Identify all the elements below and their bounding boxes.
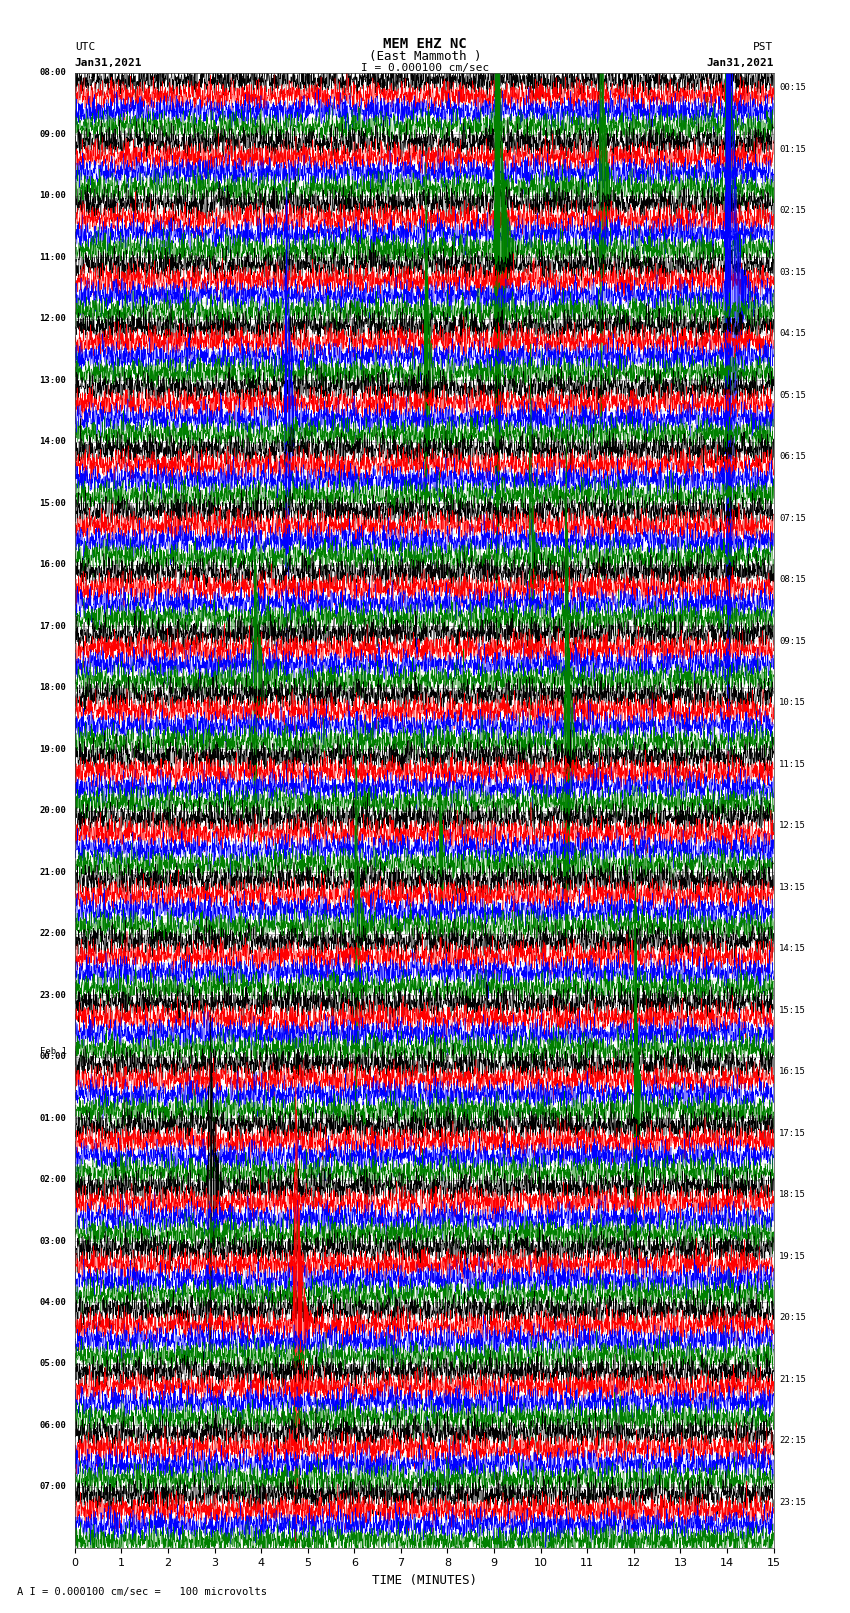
Text: 02:00: 02:00: [40, 1174, 66, 1184]
Text: 07:15: 07:15: [779, 515, 806, 523]
Text: 08:00: 08:00: [40, 68, 66, 77]
Text: 16:15: 16:15: [779, 1068, 806, 1076]
Text: 19:15: 19:15: [779, 1252, 806, 1261]
Text: 22:15: 22:15: [779, 1436, 806, 1445]
Text: 11:00: 11:00: [40, 253, 66, 261]
Text: Jan31,2021: Jan31,2021: [75, 58, 142, 68]
Text: 15:15: 15:15: [779, 1007, 806, 1015]
Text: 07:00: 07:00: [40, 1482, 66, 1492]
Text: 22:00: 22:00: [40, 929, 66, 939]
Text: 20:00: 20:00: [40, 806, 66, 815]
Text: 05:00: 05:00: [40, 1360, 66, 1368]
Text: 04:15: 04:15: [779, 329, 806, 339]
Text: 17:00: 17:00: [40, 621, 66, 631]
Text: 11:15: 11:15: [779, 760, 806, 769]
Text: 05:15: 05:15: [779, 390, 806, 400]
X-axis label: TIME (MINUTES): TIME (MINUTES): [371, 1574, 477, 1587]
Text: 23:00: 23:00: [40, 990, 66, 1000]
Text: 00:00: 00:00: [40, 1052, 66, 1061]
Text: 14:15: 14:15: [779, 944, 806, 953]
Text: 03:00: 03:00: [40, 1237, 66, 1245]
Text: 20:15: 20:15: [779, 1313, 806, 1323]
Text: 09:00: 09:00: [40, 129, 66, 139]
Text: (East Mammoth ): (East Mammoth ): [369, 50, 481, 63]
Text: 15:00: 15:00: [40, 498, 66, 508]
Text: 17:15: 17:15: [779, 1129, 806, 1137]
Text: PST: PST: [753, 42, 774, 52]
Text: 21:15: 21:15: [779, 1374, 806, 1384]
Text: UTC: UTC: [75, 42, 95, 52]
Text: 12:15: 12:15: [779, 821, 806, 831]
Text: A I = 0.000100 cm/sec =   100 microvolts: A I = 0.000100 cm/sec = 100 microvolts: [17, 1587, 267, 1597]
Text: 21:00: 21:00: [40, 868, 66, 876]
Text: Feb 1: Feb 1: [40, 1047, 66, 1057]
Text: 14:00: 14:00: [40, 437, 66, 447]
Text: 12:00: 12:00: [40, 315, 66, 323]
Text: 01:00: 01:00: [40, 1113, 66, 1123]
Text: I = 0.000100 cm/sec: I = 0.000100 cm/sec: [361, 63, 489, 73]
Text: 02:15: 02:15: [779, 206, 806, 216]
Text: 18:00: 18:00: [40, 682, 66, 692]
Text: 03:15: 03:15: [779, 268, 806, 277]
Text: 00:15: 00:15: [779, 84, 806, 92]
Text: MEM EHZ NC: MEM EHZ NC: [383, 37, 467, 52]
Text: 09:15: 09:15: [779, 637, 806, 645]
Text: 13:00: 13:00: [40, 376, 66, 384]
Text: 23:15: 23:15: [779, 1498, 806, 1507]
Text: 10:15: 10:15: [779, 698, 806, 708]
Text: 01:15: 01:15: [779, 145, 806, 153]
Text: 10:00: 10:00: [40, 190, 66, 200]
Text: 04:00: 04:00: [40, 1298, 66, 1307]
Text: 13:15: 13:15: [779, 882, 806, 892]
Text: 06:15: 06:15: [779, 452, 806, 461]
Text: 06:00: 06:00: [40, 1421, 66, 1431]
Text: 19:00: 19:00: [40, 745, 66, 753]
Text: 16:00: 16:00: [40, 560, 66, 569]
Text: 18:15: 18:15: [779, 1190, 806, 1200]
Text: Jan31,2021: Jan31,2021: [706, 58, 774, 68]
Text: 08:15: 08:15: [779, 576, 806, 584]
